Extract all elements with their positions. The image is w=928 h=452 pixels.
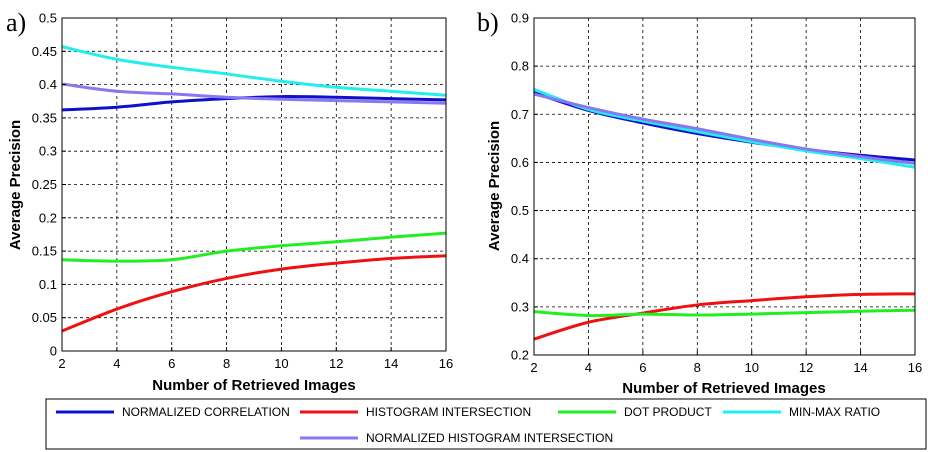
x-tick-label: 4 xyxy=(113,356,120,371)
panel-b-label: b) xyxy=(477,8,499,37)
x-tick-label: 8 xyxy=(223,356,230,371)
x-axis-label-b: Number of Retrieved Images xyxy=(622,380,825,397)
y-tick-label: 0.6 xyxy=(511,155,529,170)
plot-area-b xyxy=(534,18,915,355)
y-axis-label-a: Average Precision xyxy=(7,120,24,250)
x-tick-label: 8 xyxy=(694,360,701,375)
series-line-histogram-intersection xyxy=(533,292,916,341)
x-tick-label: 16 xyxy=(908,360,922,375)
x-tick-label: 10 xyxy=(274,356,288,371)
legend-label: HISTOGRAM INTERSECTION xyxy=(366,405,531,419)
series-lines-a xyxy=(61,45,447,333)
y-tick-label: 0.3 xyxy=(39,144,57,159)
y-tick-label: 0.4 xyxy=(511,251,529,266)
panel-a-label: a) xyxy=(6,8,26,37)
legend-label: NORMALIZED HISTOGRAM INTERSECTION xyxy=(366,431,613,445)
y-tick-label: 0.3 xyxy=(511,299,529,314)
legend-item-min-max-ratio: MIN-MAX RATIO xyxy=(723,405,880,419)
legend-label: DOT PRODUCT xyxy=(624,405,712,419)
y-tick-label: 0.4 xyxy=(39,77,57,92)
x-tick-label: 16 xyxy=(439,356,453,371)
x-tick-label: 2 xyxy=(58,356,65,371)
series-line-min-max-ratio xyxy=(533,87,916,169)
series-line-normalized-histogram-intersection xyxy=(61,82,447,105)
legend-item-dot-product: DOT PRODUCT xyxy=(558,405,712,419)
x-tick-label: 6 xyxy=(639,360,646,375)
chart-panel-a: a) 2 4 6 8 10 12 14 16 0 0.05 0.1 0.15 0.2 0.25 0.3 0.… xyxy=(6,8,453,394)
y-tick-label: 0.9 xyxy=(511,11,529,26)
x-tick-label: 6 xyxy=(168,356,175,371)
x-ticks-a: 2 4 6 8 10 12 14 16 xyxy=(58,347,453,371)
y-tick-label: 0.7 xyxy=(511,107,529,122)
x-tick-label: 2 xyxy=(530,360,537,375)
x-tick-label: 14 xyxy=(853,360,867,375)
legend-label: NORMALIZED CORRELATION xyxy=(122,405,290,419)
legend-item-normalized-histogram-intersection: NORMALIZED HISTOGRAM INTERSECTION xyxy=(300,431,613,445)
chart-panel-b: b) 2 4 6 8 10 12 14 16 0.2 0.3 0.4 0.5 0.6 0.7 0.8 0.9… xyxy=(477,8,922,397)
y-tick-label: 0.1 xyxy=(39,277,57,292)
y-ticks-a: 0 0.05 0.1 0.15 0.2 0.25 0.3 0.35 0.4 0.45 0.5 xyxy=(32,11,66,359)
x-ticks-b: 2 4 6 8 10 12 14 16 xyxy=(530,351,922,375)
legend-item-normalized-correlation: NORMALIZED CORRELATION xyxy=(56,405,290,419)
x-tick-label: 10 xyxy=(744,360,758,375)
x-tick-label: 12 xyxy=(799,360,813,375)
series-lines-b xyxy=(533,87,916,341)
y-tick-label: 0.8 xyxy=(511,59,529,74)
x-tick-label: 12 xyxy=(329,356,343,371)
y-tick-label: 0 xyxy=(50,344,57,359)
y-tick-label: 0.35 xyxy=(32,110,57,125)
y-tick-label: 0.45 xyxy=(32,44,57,59)
legend-item-histogram-intersection: HISTOGRAM INTERSECTION xyxy=(300,405,531,419)
grid-b xyxy=(534,18,915,355)
series-line-normalized-histogram-intersection xyxy=(533,92,916,165)
plot-frame-b xyxy=(533,17,916,356)
y-axis-label-b: Average Precision xyxy=(486,121,503,251)
series-line-dot-product xyxy=(533,308,916,318)
legend-box xyxy=(45,398,927,450)
y-tick-label: 0.5 xyxy=(39,11,57,26)
y-tick-label: 0.5 xyxy=(511,203,529,218)
y-tick-label: 0.05 xyxy=(32,310,57,325)
y-tick-label: 0.15 xyxy=(32,244,57,259)
legend: NORMALIZED CORRELATION HISTOGRAM INTERSEC… xyxy=(45,398,927,450)
legend-label: MIN-MAX RATIO xyxy=(789,405,880,419)
series-line-dot-product xyxy=(61,231,447,263)
y-tick-label: 0.2 xyxy=(39,210,57,225)
x-tick-label: 14 xyxy=(384,356,398,371)
x-tick-label: 4 xyxy=(585,360,592,375)
x-axis-label-a: Number of Retrieved Images xyxy=(152,377,355,394)
series-line-histogram-intersection xyxy=(61,254,447,333)
y-tick-label: 0.2 xyxy=(511,348,529,363)
y-tick-label: 0.25 xyxy=(32,177,57,192)
series-line-min-max-ratio xyxy=(61,45,447,97)
y-ticks-b: 0.2 0.3 0.4 0.5 0.6 0.7 0.8 0.9 xyxy=(511,11,538,363)
